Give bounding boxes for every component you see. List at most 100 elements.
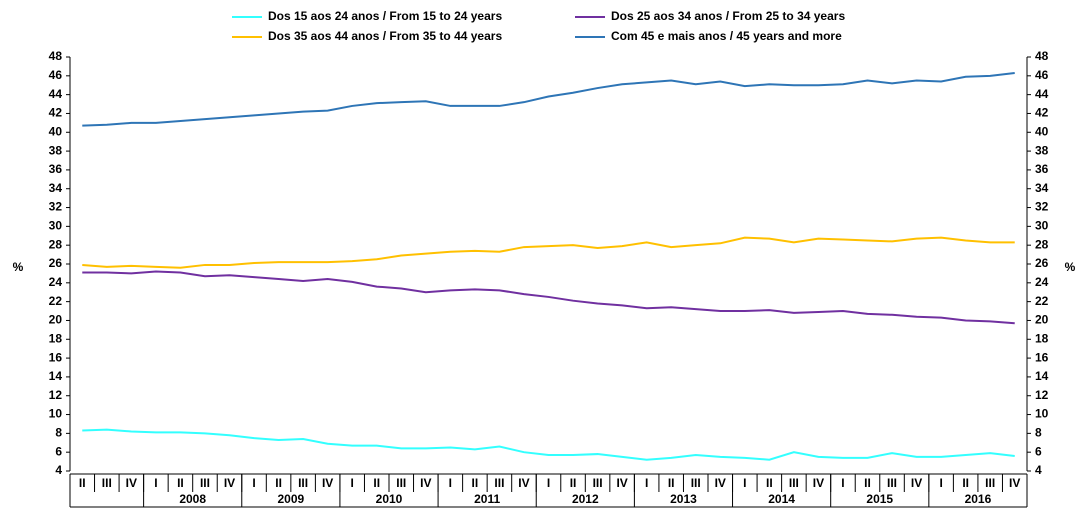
y-tick-label: 48 [49, 49, 63, 63]
year-label: 2013 [670, 492, 697, 506]
x-tick-label: IV [616, 476, 627, 490]
x-tick-label: III [691, 476, 701, 490]
y2-tick-label: 28 [1035, 237, 1049, 251]
y-tick-label: 30 [49, 219, 63, 233]
y-axis-label: % [13, 260, 24, 274]
x-tick-label: I [252, 476, 255, 490]
legend-label: Dos 25 aos 34 anos / From 25 to 34 years [611, 9, 845, 23]
x-tick-label: I [841, 476, 844, 490]
x-tick-label: I [351, 476, 354, 490]
y2-tick-label: 38 [1035, 143, 1049, 157]
legend-label: Com 45 e mais anos / 45 years and more [611, 29, 842, 43]
x-tick-label: II [962, 476, 969, 490]
x-tick-label: II [373, 476, 380, 490]
y-tick-label: 6 [55, 444, 62, 458]
year-label: 2016 [965, 492, 992, 506]
x-tick-label: IV [518, 476, 529, 490]
y2-tick-label: 18 [1035, 331, 1049, 345]
y-tick-label: 38 [49, 143, 63, 157]
y2-tick-label: 46 [1035, 68, 1049, 82]
y2-tick-label: 6 [1035, 444, 1042, 458]
x-tick-label: II [275, 476, 282, 490]
x-tick-label: I [645, 476, 648, 490]
y2-tick-label: 12 [1035, 388, 1049, 402]
x-tick-label: I [547, 476, 550, 490]
x-tick-label: IV [126, 476, 137, 490]
y-tick-label: 14 [49, 369, 63, 383]
legend-label: Dos 15 aos 24 anos / From 15 to 24 years [268, 9, 502, 23]
year-label: 2014 [768, 492, 795, 506]
series-line [82, 428, 1015, 461]
y-tick-label: 26 [49, 256, 63, 270]
series-line [82, 72, 1015, 127]
x-tick-label: III [396, 476, 406, 490]
x-tick-label: II [766, 476, 773, 490]
x-tick-label: I [449, 476, 452, 490]
y2-tick-label: 10 [1035, 407, 1049, 421]
x-tick-label: II [472, 476, 479, 490]
y-tick-label: 10 [49, 407, 63, 421]
x-tick-label: IV [911, 476, 922, 490]
y2-axis-label: % [1065, 260, 1076, 274]
x-tick-label: II [570, 476, 577, 490]
y2-tick-label: 42 [1035, 106, 1049, 120]
y2-tick-label: 44 [1035, 87, 1049, 101]
y-tick-label: 42 [49, 106, 63, 120]
x-tick-label: II [668, 476, 675, 490]
x-tick-label: I [939, 476, 942, 490]
x-tick-label: II [864, 476, 871, 490]
y2-tick-label: 24 [1035, 275, 1049, 289]
x-tick-label: IV [813, 476, 824, 490]
year-label: 2010 [376, 492, 403, 506]
y-tick-label: 24 [49, 275, 63, 289]
year-label: 2009 [277, 492, 304, 506]
year-label: 2011 [474, 492, 500, 506]
year-label: 2015 [866, 492, 893, 506]
y-tick-label: 28 [49, 237, 63, 251]
legend-label: Dos 35 aos 44 anos / From 35 to 44 years [268, 29, 502, 43]
y-tick-label: 32 [49, 200, 63, 214]
year-label: 2012 [572, 492, 599, 506]
y-tick-label: 20 [49, 313, 63, 327]
x-tick-label: IV [420, 476, 431, 490]
y2-tick-label: 14 [1035, 369, 1049, 383]
y2-tick-label: 16 [1035, 350, 1049, 364]
y-tick-label: 44 [49, 87, 63, 101]
y2-tick-label: 20 [1035, 313, 1049, 327]
y-tick-label: 36 [49, 162, 63, 176]
year-label: 2008 [179, 492, 206, 506]
x-tick-label: III [593, 476, 603, 490]
x-tick-label: III [102, 476, 112, 490]
y-tick-label: 46 [49, 68, 63, 82]
x-tick-label: IV [322, 476, 333, 490]
y2-tick-label: 22 [1035, 294, 1049, 308]
y-tick-label: 22 [49, 294, 63, 308]
y2-tick-label: 26 [1035, 256, 1049, 270]
y2-tick-label: 40 [1035, 124, 1049, 138]
y-tick-label: 4 [55, 463, 62, 477]
x-tick-label: II [177, 476, 184, 490]
x-tick-label: III [298, 476, 308, 490]
y2-tick-label: 30 [1035, 219, 1049, 233]
x-tick-label: II [79, 476, 86, 490]
y-tick-label: 34 [49, 181, 63, 195]
y2-tick-label: 8 [1035, 426, 1042, 440]
y2-tick-label: 34 [1035, 181, 1049, 195]
y-tick-label: 8 [55, 426, 62, 440]
x-tick-label: III [494, 476, 504, 490]
x-tick-label: III [887, 476, 897, 490]
y-tick-label: 12 [49, 388, 63, 402]
x-tick-label: I [743, 476, 746, 490]
y2-tick-label: 32 [1035, 200, 1049, 214]
y2-tick-label: 4 [1035, 463, 1042, 477]
x-tick-label: IV [1009, 476, 1020, 490]
y2-tick-label: 48 [1035, 49, 1049, 63]
series-line [82, 236, 1015, 269]
x-tick-label: IV [715, 476, 726, 490]
x-tick-label: III [789, 476, 799, 490]
x-tick-label: III [200, 476, 210, 490]
series-line [82, 270, 1015, 325]
y-tick-label: 18 [49, 331, 63, 345]
x-tick-label: III [985, 476, 995, 490]
x-tick-label: I [154, 476, 157, 490]
